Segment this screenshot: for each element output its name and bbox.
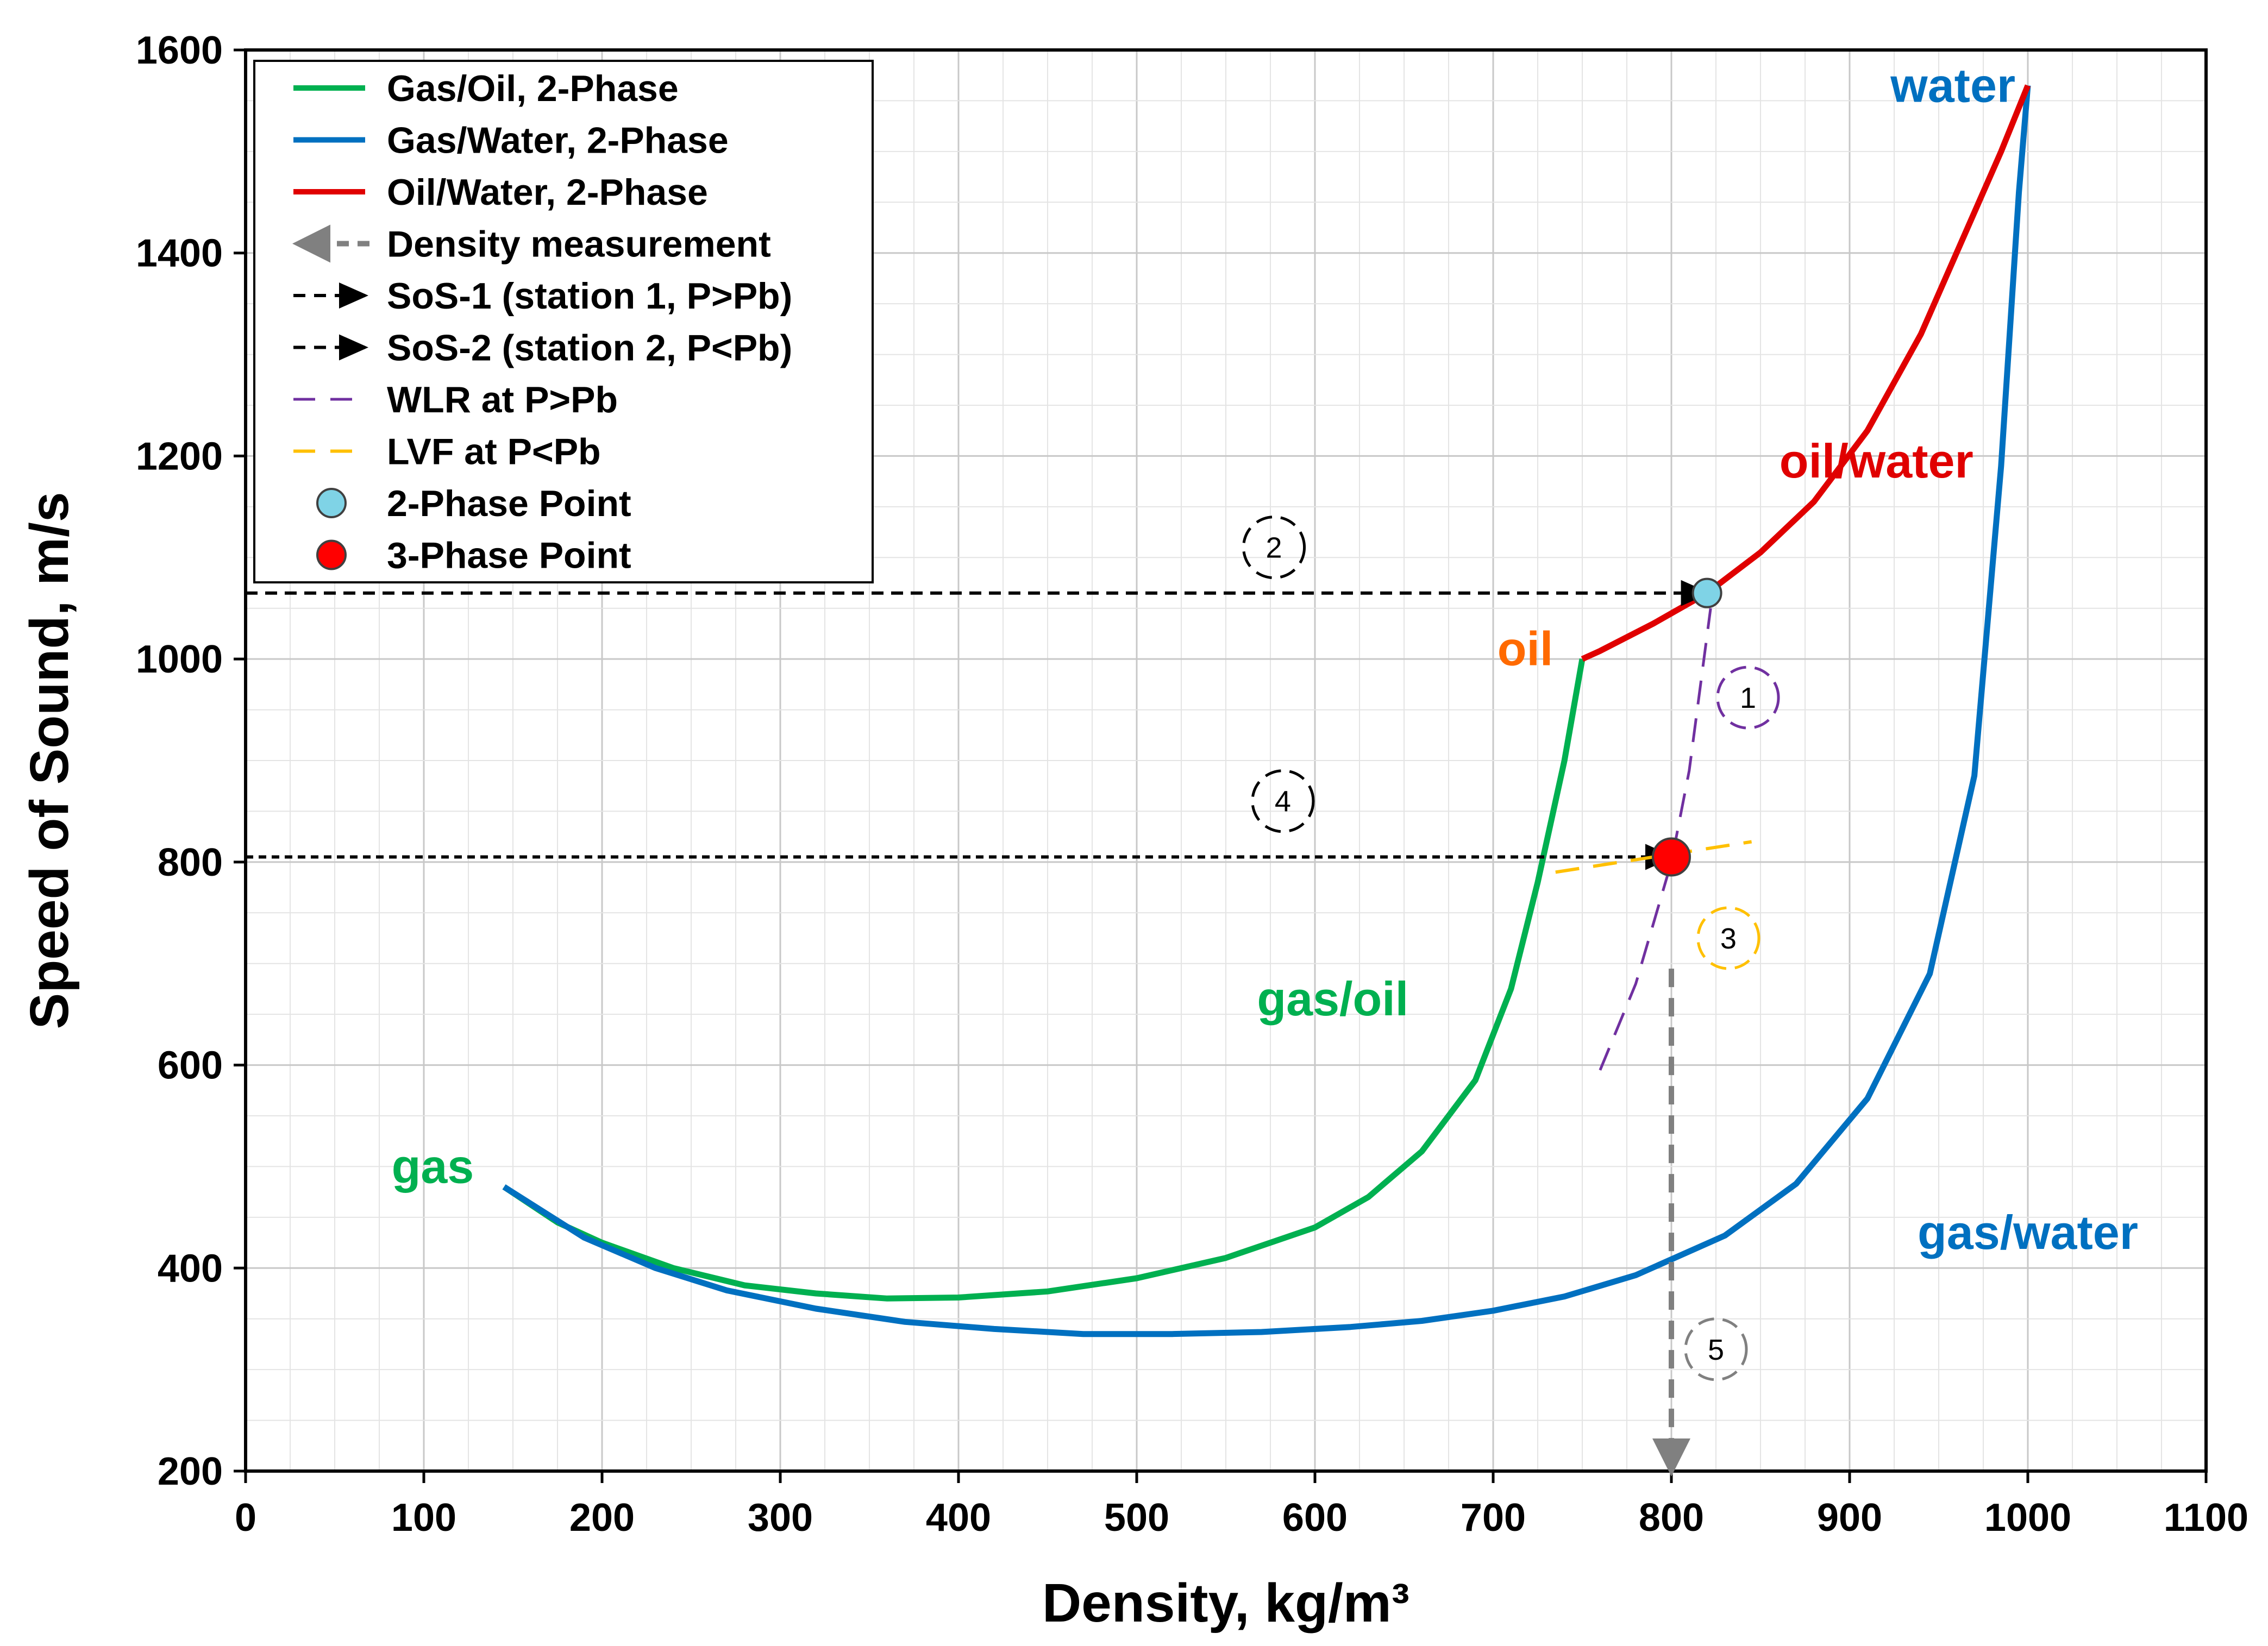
- gas-water-curve: [502, 85, 2031, 1337]
- legend-two-phase-point-label: 2-Phase Point: [387, 483, 631, 524]
- step-5-circle: [1684, 1317, 1748, 1381]
- x-tick-label: 0: [235, 1496, 256, 1540]
- y-tick-label: 600: [158, 1044, 223, 1088]
- x-tick-label: 900: [1817, 1496, 1882, 1540]
- step-3-circle: [1696, 906, 1760, 970]
- y-tick-label: 1600: [136, 29, 223, 72]
- y-tick-label: 1200: [136, 435, 223, 478]
- step-2-circle: [1242, 516, 1306, 580]
- legend-gas-oil-label: Gas/Oil, 2-Phase: [387, 68, 679, 109]
- plot-frame: [244, 48, 2208, 1473]
- step-4-circle: [1251, 769, 1315, 833]
- legend-sos-1-label: SoS-1 (station 1, P>Pb): [387, 275, 792, 317]
- legend: Gas/Oil, 2-Phase Gas/Water, 2-Phase Oil/Wa…: [253, 60, 874, 583]
- x-axis-title: Density, kg/m³: [1042, 1573, 1409, 1634]
- x-tick-label: 200: [569, 1496, 635, 1540]
- annotation-gas: gas: [392, 1139, 474, 1193]
- y-axis-title: Speed of Sound, m/s: [19, 492, 80, 1029]
- legend-oil-water-label: Oil/Water, 2-Phase: [387, 172, 708, 213]
- step-4-label: 4: [1275, 786, 1291, 818]
- legend-density-label: Density measurement: [387, 224, 771, 265]
- annotation-oil: oil: [1498, 621, 1553, 675]
- annotations: water oil/water oil gas/oil gas gas/water 1 2 3 4…: [392, 58, 2138, 1381]
- x-tick-label: 600: [1282, 1496, 1348, 1540]
- x-tick-label: 1000: [1984, 1496, 2071, 1540]
- legend-three-phase-point-label: 3-Phase Point: [387, 535, 631, 576]
- x-tick-label: 500: [1104, 1496, 1169, 1540]
- series: [246, 84, 2031, 1477]
- y-tick-label: 1000: [136, 638, 223, 681]
- x-tick-label: 1100: [2164, 1496, 2248, 1540]
- x-tick-label: 400: [926, 1496, 991, 1540]
- legend-sos-2-label: SoS-2 (station 2, P<Pb): [387, 328, 792, 369]
- annotation-gas-oil: gas/oil: [1257, 972, 1408, 1026]
- oil-water-curve: [1581, 84, 2031, 662]
- gas-oil-curve: [502, 658, 1586, 1302]
- x-tick-label: 700: [1461, 1496, 1526, 1540]
- legend-three-phase-point-swatch: [316, 539, 347, 570]
- two-phase-point: [1691, 577, 1722, 608]
- step-1-label: 1: [1740, 682, 1756, 714]
- annotation-water: water: [1890, 58, 2015, 112]
- legend-box: [253, 60, 874, 583]
- y-tick-label: 200: [158, 1450, 223, 1493]
- step-3-label: 3: [1720, 922, 1737, 955]
- x-tick-label: 800: [1639, 1496, 1704, 1540]
- axes: 0 100 200 300 400 500 600 700 800 900 1000 1100 200 4…: [19, 29, 2248, 1634]
- y-tick-label: 400: [158, 1247, 223, 1290]
- step-2-label: 2: [1266, 532, 1282, 564]
- legend-gas-water-label: Gas/Water, 2-Phase: [387, 120, 729, 161]
- x-tick-label: 100: [391, 1496, 456, 1540]
- step-5-label: 5: [1708, 1334, 1724, 1366]
- y-tick-label: 800: [158, 841, 223, 884]
- legend-two-phase-point-swatch: [316, 488, 347, 518]
- x-tick-label: 300: [748, 1496, 813, 1540]
- y-tick-label: 1400: [136, 232, 223, 275]
- legend-lvf-label: LVF at P<Pb: [387, 431, 601, 473]
- legend-wlr-label: WLR at P>Pb: [387, 379, 618, 420]
- three-phase-point: [1652, 837, 1691, 877]
- annotation-oil-water: oil/water: [1780, 434, 1973, 488]
- annotation-gas-water: gas/water: [1918, 1205, 2138, 1259]
- step-1-circle: [1716, 665, 1780, 730]
